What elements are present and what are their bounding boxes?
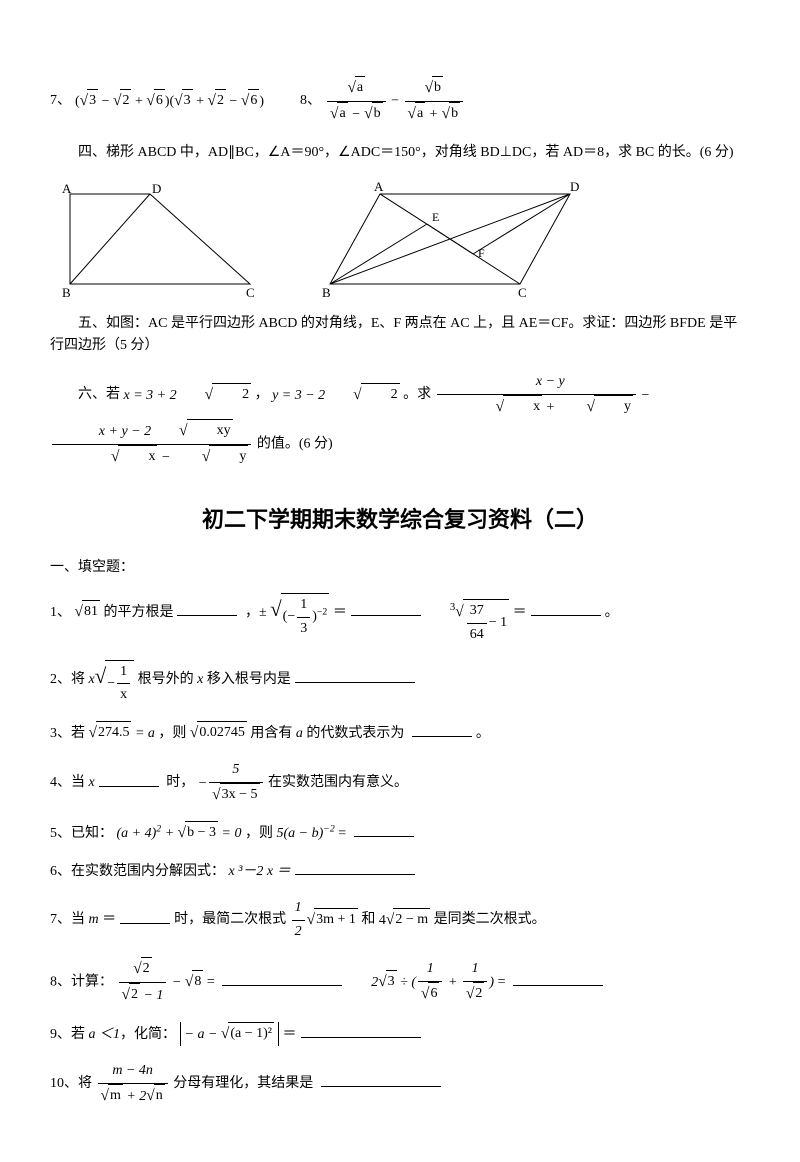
svg-text:E: E (432, 210, 439, 224)
q8-expr: √a √a − √b − √b √a + √b (325, 76, 465, 126)
blank[interactable] (222, 971, 342, 986)
svg-text:B: B (322, 285, 331, 299)
parallelogram-figure: A D B C E F (320, 179, 580, 299)
blank[interactable] (177, 601, 237, 616)
blank[interactable] (354, 822, 414, 837)
prob4-text: 四、梯形 ABCD 中，AD∥BC，∠A＝90°，∠ADC＝150°，对角线 B… (50, 142, 750, 164)
blank[interactable] (120, 909, 170, 924)
q8: 8、计算： √2 √2 − 1 − √8 = 2√3 ÷ (1√6 + 1√2)… (50, 957, 750, 1007)
q8-num: 8、 (300, 90, 321, 112)
q7-expr: (√3 − √2 + √6)(√3 + √2 − √6) (75, 89, 264, 114)
svg-text:C: C (518, 285, 527, 299)
q10: 10、将 m − 4n √m + 2√n 分母有理化，其结果是 (50, 1060, 750, 1108)
trapezoid-figure: A D B C (60, 179, 260, 299)
blank[interactable] (513, 971, 603, 986)
svg-text:C: C (246, 285, 255, 299)
svg-text:B: B (62, 285, 71, 299)
blank[interactable] (351, 601, 421, 616)
prob6: 六、若 x = 3 + 2√2 ， y = 3 − 2√2 。求 x − y √… (50, 371, 750, 469)
q1: 1、 √81 的平方根是 ，± √(−13)−2 ＝ 3√3764− 1 ＝。 (50, 593, 750, 646)
figures-row: A D B C A D B C E F (60, 179, 750, 299)
q7: 7、当 m ＝时，最简二次根式 12√3m + 1 和 4√2 − m 是同类二… (50, 897, 750, 943)
blank[interactable] (295, 860, 415, 875)
svg-text:D: D (570, 179, 579, 194)
svg-text:A: A (374, 179, 384, 194)
blank[interactable] (295, 668, 415, 683)
q3: 3、若 √274.5 = a ，则 √0.02745 用含有 a 的代数式表示为… (50, 721, 750, 746)
svg-text:F: F (478, 246, 485, 260)
q2: 2、将 x√−1x 根号外的 x 移入根号内是 (50, 660, 750, 707)
section1-label: 一、填空题： (50, 557, 750, 579)
q6: 6、在实数范围内分解因式： x ³－2 x ＝ (50, 860, 750, 883)
q5: 5、已知： (a + 4)2 + √b − 3 = 0 ，则 5(a − b)−… (50, 821, 750, 846)
blank[interactable] (412, 722, 472, 737)
row-q7-q8: 7、 (√3 − √2 + √6)(√3 + √2 − √6) 8、 √a √a… (50, 76, 750, 126)
svg-text:D: D (152, 181, 161, 196)
blank[interactable] (99, 772, 159, 787)
blank[interactable] (321, 1072, 441, 1087)
prob5-text: 五、如图：AC 是平行四边形 ABCD 的对角线，E、F 两点在 AC 上，且 … (50, 313, 750, 358)
q7-num: 7、 (50, 90, 71, 112)
q4: 4、当 x 时， −5√3x − 5 在实数范围内有意义。 (50, 759, 750, 807)
blank[interactable] (301, 1023, 421, 1038)
svg-text:A: A (62, 181, 72, 196)
q9: 9、若 a ＜1，化简： − a − √(a − 1)² ＝ (50, 1022, 750, 1047)
blank[interactable] (531, 601, 601, 616)
p6-a: 六、若 (78, 388, 124, 403)
section-title: 初二下学期期末数学综合复习资料（二） (50, 502, 750, 537)
